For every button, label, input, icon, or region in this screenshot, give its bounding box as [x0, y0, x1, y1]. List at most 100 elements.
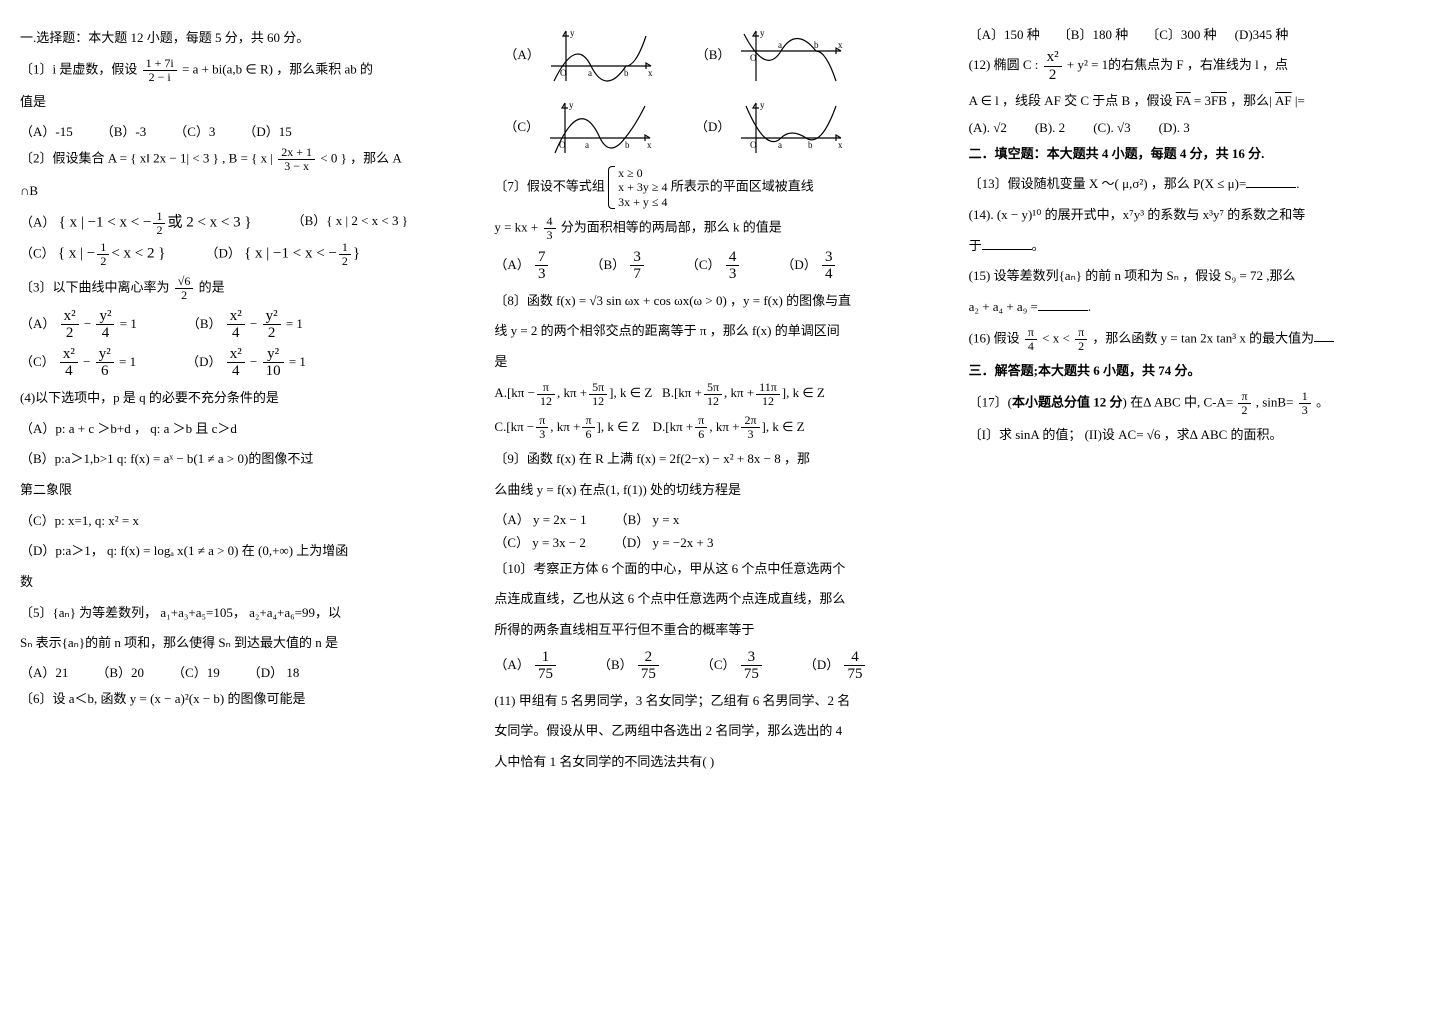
q3-options-row2: （C） x²4 − y²6 = 1 （D） x²4 − y²10 = 1: [20, 346, 464, 380]
q8-opt-c: C.[kπ −π3, kπ +π6], k ∈ Z: [494, 419, 643, 434]
q11-line2: 女同学。假设从甲、乙两组中各选出 2 名同学，那么选出的 4: [494, 719, 938, 744]
graph-c-label: （C）: [504, 98, 539, 135]
q7-opt-a: （A） 73: [494, 249, 550, 283]
q7-line2: y = kx + 43 分为面积相等的两局部，那么 k 的值是: [494, 215, 938, 242]
q15-line1: (15) 设等差数列{aₙ} 的前 n 项和为 Sₙ ，假设 S₉ = 72 ,…: [969, 264, 1413, 289]
q17-line2: 〔I〕求 sinA 的值； (II)设 AC= √6 ，求Δ ABC 的面积。: [969, 423, 1413, 448]
graph-a-label: （A）: [504, 26, 539, 63]
q17-line1: 〔17〕(本小题总分值 12 分) 在Δ ABC 中, C-A= π2 , si…: [969, 390, 1413, 417]
q11-line1: (11) 甲组有 5 名男同学，3 名女同学；乙组有 6 名男同学、2 名: [494, 689, 938, 714]
q8-line3: 是: [494, 350, 938, 375]
q2-set-close: < 0 } ，那么 A: [320, 150, 401, 165]
svg-text:O: O: [560, 68, 567, 78]
q15-blank: [1038, 297, 1088, 311]
q3-stem: 〔3〕以下曲线中离心率为 √62 的是: [20, 275, 464, 302]
svg-text:b: b: [625, 140, 630, 150]
q2-opt-c: （C） { x | −12< x < 2 }: [20, 241, 165, 268]
q2-text-a: 〔2〕假设集合 A = { x‖ 2x − 1| < 3 } , B =: [20, 150, 251, 165]
q2-options-row2: （C） { x | −12< x < 2 } （D） { x | −1 < x …: [20, 241, 464, 268]
q5-opt-d: （D） 18: [248, 662, 300, 681]
q4-opt-b: （B）p:a＞1,b>1 q: f(x) = aˣ − b(1 ≠ a > 0)…: [20, 447, 464, 472]
section-2-heading: 二．填空题：本大题共 4 小题，每题 4 分，共 16 分.: [969, 142, 1413, 167]
graph-d-svg: O a b x y: [736, 98, 846, 160]
q9-opt-a: （A） y = 2x − 1: [494, 509, 586, 528]
graph-c-svg: O a b x y: [545, 98, 655, 160]
q10-options: （A） 175 （B） 275 （C） 375 （D） 475: [494, 649, 938, 683]
q4-opt-d2: 数: [20, 570, 464, 595]
q15-line2: a₂ + a₄ + a₉ =.: [969, 295, 1413, 320]
q8-opt-a: A.[kπ −π12, kπ +5π12], k ∈ Z: [494, 385, 655, 400]
q2-opt-a: （A） { x | −1 < x < −12或 2 < x < 3 }: [20, 210, 252, 237]
q6-stem: 〔6〕设 a＜b, 函数 y = (x − a)²(x − b) 的图像可能是: [20, 687, 464, 712]
q5-opt-b: （B）20: [96, 662, 144, 681]
svg-text:x: x: [647, 140, 652, 150]
svg-text:O: O: [750, 53, 757, 63]
q2-opt-b: （B）{ x | 2 < x < 3 }: [292, 210, 408, 237]
svg-text:O: O: [559, 140, 566, 150]
q16: (16) 假设 π4 < x < π2 ，那么函数 y = tan 2x tan…: [969, 326, 1413, 353]
q10-opt-b: （B） 275: [598, 649, 661, 683]
q9-opt-b: （B） y = x: [615, 509, 680, 528]
q13: 〔13〕假设随机变量 X ～( μ,σ²) ，那么 P(X ≤ μ)=.: [969, 172, 1413, 197]
q5-line2: Sₙ 表示{aₙ}的前 n 项和，那么使得 Sₙ 到达最大值的 n 是: [20, 631, 464, 656]
q2-line2: ∩B: [20, 179, 464, 204]
q9-line1: 〔9〕函数 f(x) 在 R 上满 f(x) = 2f(2−x) − x² + …: [494, 447, 938, 472]
q1-options: （A）-15 （B）-3 （C）3 （D）15: [20, 121, 464, 140]
q2-set-open: { x |: [251, 150, 273, 165]
q7-opt-b: （B） 37: [590, 249, 645, 283]
q1-opt-d: （D）15: [243, 121, 291, 140]
q7-opt-d: （D） 34: [781, 249, 837, 283]
q1-opt-b: （B）-3: [101, 121, 147, 140]
q8-row-cd: C.[kπ −π3, kπ +π6], k ∈ Z D.[kπ +π6, kπ …: [494, 414, 938, 441]
q5-options: （A）21 （B）20 （C）19 （D） 18: [20, 662, 464, 681]
graph-b-label: （B）: [696, 26, 731, 63]
q11-opt-c: 〔C〕300 种: [1146, 24, 1216, 43]
q2-options-row1: （A） { x | −1 < x < −12或 2 < x < 3 } （B）{…: [20, 210, 464, 237]
graph-b-svg: O a b x y: [736, 26, 846, 88]
q11-opt-a: 〔A〕150 种: [969, 24, 1040, 43]
q11-opt-d: (D)345 种: [1235, 24, 1289, 43]
graph-d-label: （D）: [695, 98, 730, 135]
q4-opt-c: （C）p: x=1, q: x² = x: [20, 509, 464, 534]
q9-options-row2: （C） y = 3x − 2 （D） y = −2x + 3: [494, 532, 938, 551]
q3-options-row1: （A） x²2 − y²4 = 1 （B） x²4 − y²2 = 1: [20, 308, 464, 342]
q10-line3: 所得的两条直线相互平行但不重合的概率等于: [494, 618, 938, 643]
q3-opt-b: （B） x²4 − y²2 = 1: [187, 308, 303, 342]
q4-opt-d: （D）p:a＞1， q: f(x) = logₐ x(1 ≠ a > 0) 在 …: [20, 539, 464, 564]
q4-stem: (4)以下选项中，p 是 q 的必要不充分条件的是: [20, 386, 464, 411]
q12-opt-c: (C). √3: [1093, 120, 1130, 136]
q12-opt-d: (D). 3: [1159, 120, 1190, 136]
q10-opt-c: （C） 375: [701, 649, 764, 683]
q9-line2: 么曲线 y = f(x) 在点(1, f(1)) 处的切线方程是: [494, 478, 938, 503]
svg-text:y: y: [760, 28, 765, 38]
q10-line1: 〔10〕考察正方体 6 个面的中心，甲从这 6 个点中任意选两个: [494, 557, 938, 582]
q2-line1: 〔2〕假设集合 A = { x‖ 2x − 1| < 3 } , B = { x…: [20, 146, 464, 173]
column-3: 〔A〕150 种 〔B〕180 种 〔C〕300 种 (D)345 种 (12)…: [969, 20, 1413, 781]
svg-text:b: b: [814, 40, 819, 50]
svg-text:a: a: [588, 68, 592, 78]
q14-line1: (14). (x − y)¹⁰ 的展开式中，x⁷y³ 的系数与 x³y⁷ 的系数…: [969, 203, 1413, 228]
svg-text:y: y: [569, 100, 574, 110]
q1-line2: 值是: [20, 90, 464, 115]
q1-text-b: = a + bi(a,b ∈ R) ，那么乘积 ab 的: [182, 61, 373, 76]
q1-opt-c: （C）3: [174, 121, 215, 140]
q12-opt-a: (A). √2: [969, 120, 1007, 136]
q10-opt-d: （D） 475: [804, 649, 868, 683]
q4-opt-a: （A）p: a + c ＞b+d ， q: a ＞b 且 c＞d: [20, 417, 464, 442]
svg-text:x: x: [838, 40, 843, 50]
svg-text:y: y: [570, 28, 575, 38]
svg-text:y: y: [760, 100, 765, 110]
q8-opt-b: B.[kπ +5π12, kπ +11π12], k ∈ Z: [662, 385, 825, 400]
graph-c: （C） O a b x y: [504, 98, 655, 160]
column-2: （A） O a b x y （B） O: [494, 20, 938, 781]
q12-line2: A ∈ l ，线段 AF 交 C 于点 B ，假设 FA = 3FB ，那么| …: [969, 89, 1413, 114]
q1-line1: 〔1〕i 是虚数，假设 1 + 7i 2 − i = a + bi(a,b ∈ …: [20, 57, 464, 84]
graph-a: （A） O a b x y: [504, 26, 655, 88]
q8-row-ab: A.[kπ −π12, kπ +5π12], k ∈ Z B.[kπ +5π12…: [494, 381, 938, 408]
q12-options: (A). √2 (B). 2 (C). √3 (D). 3: [969, 120, 1413, 136]
svg-text:b: b: [808, 140, 813, 150]
svg-text:a: a: [778, 40, 782, 50]
q7-line1: 〔7〕假设不等式组 x ≥ 0 x + 3y ≥ 4 3x + y ≤ 4 所表…: [494, 166, 938, 209]
q2-frac: 2x + 1 3 − x: [278, 146, 315, 173]
svg-text:a: a: [585, 140, 589, 150]
